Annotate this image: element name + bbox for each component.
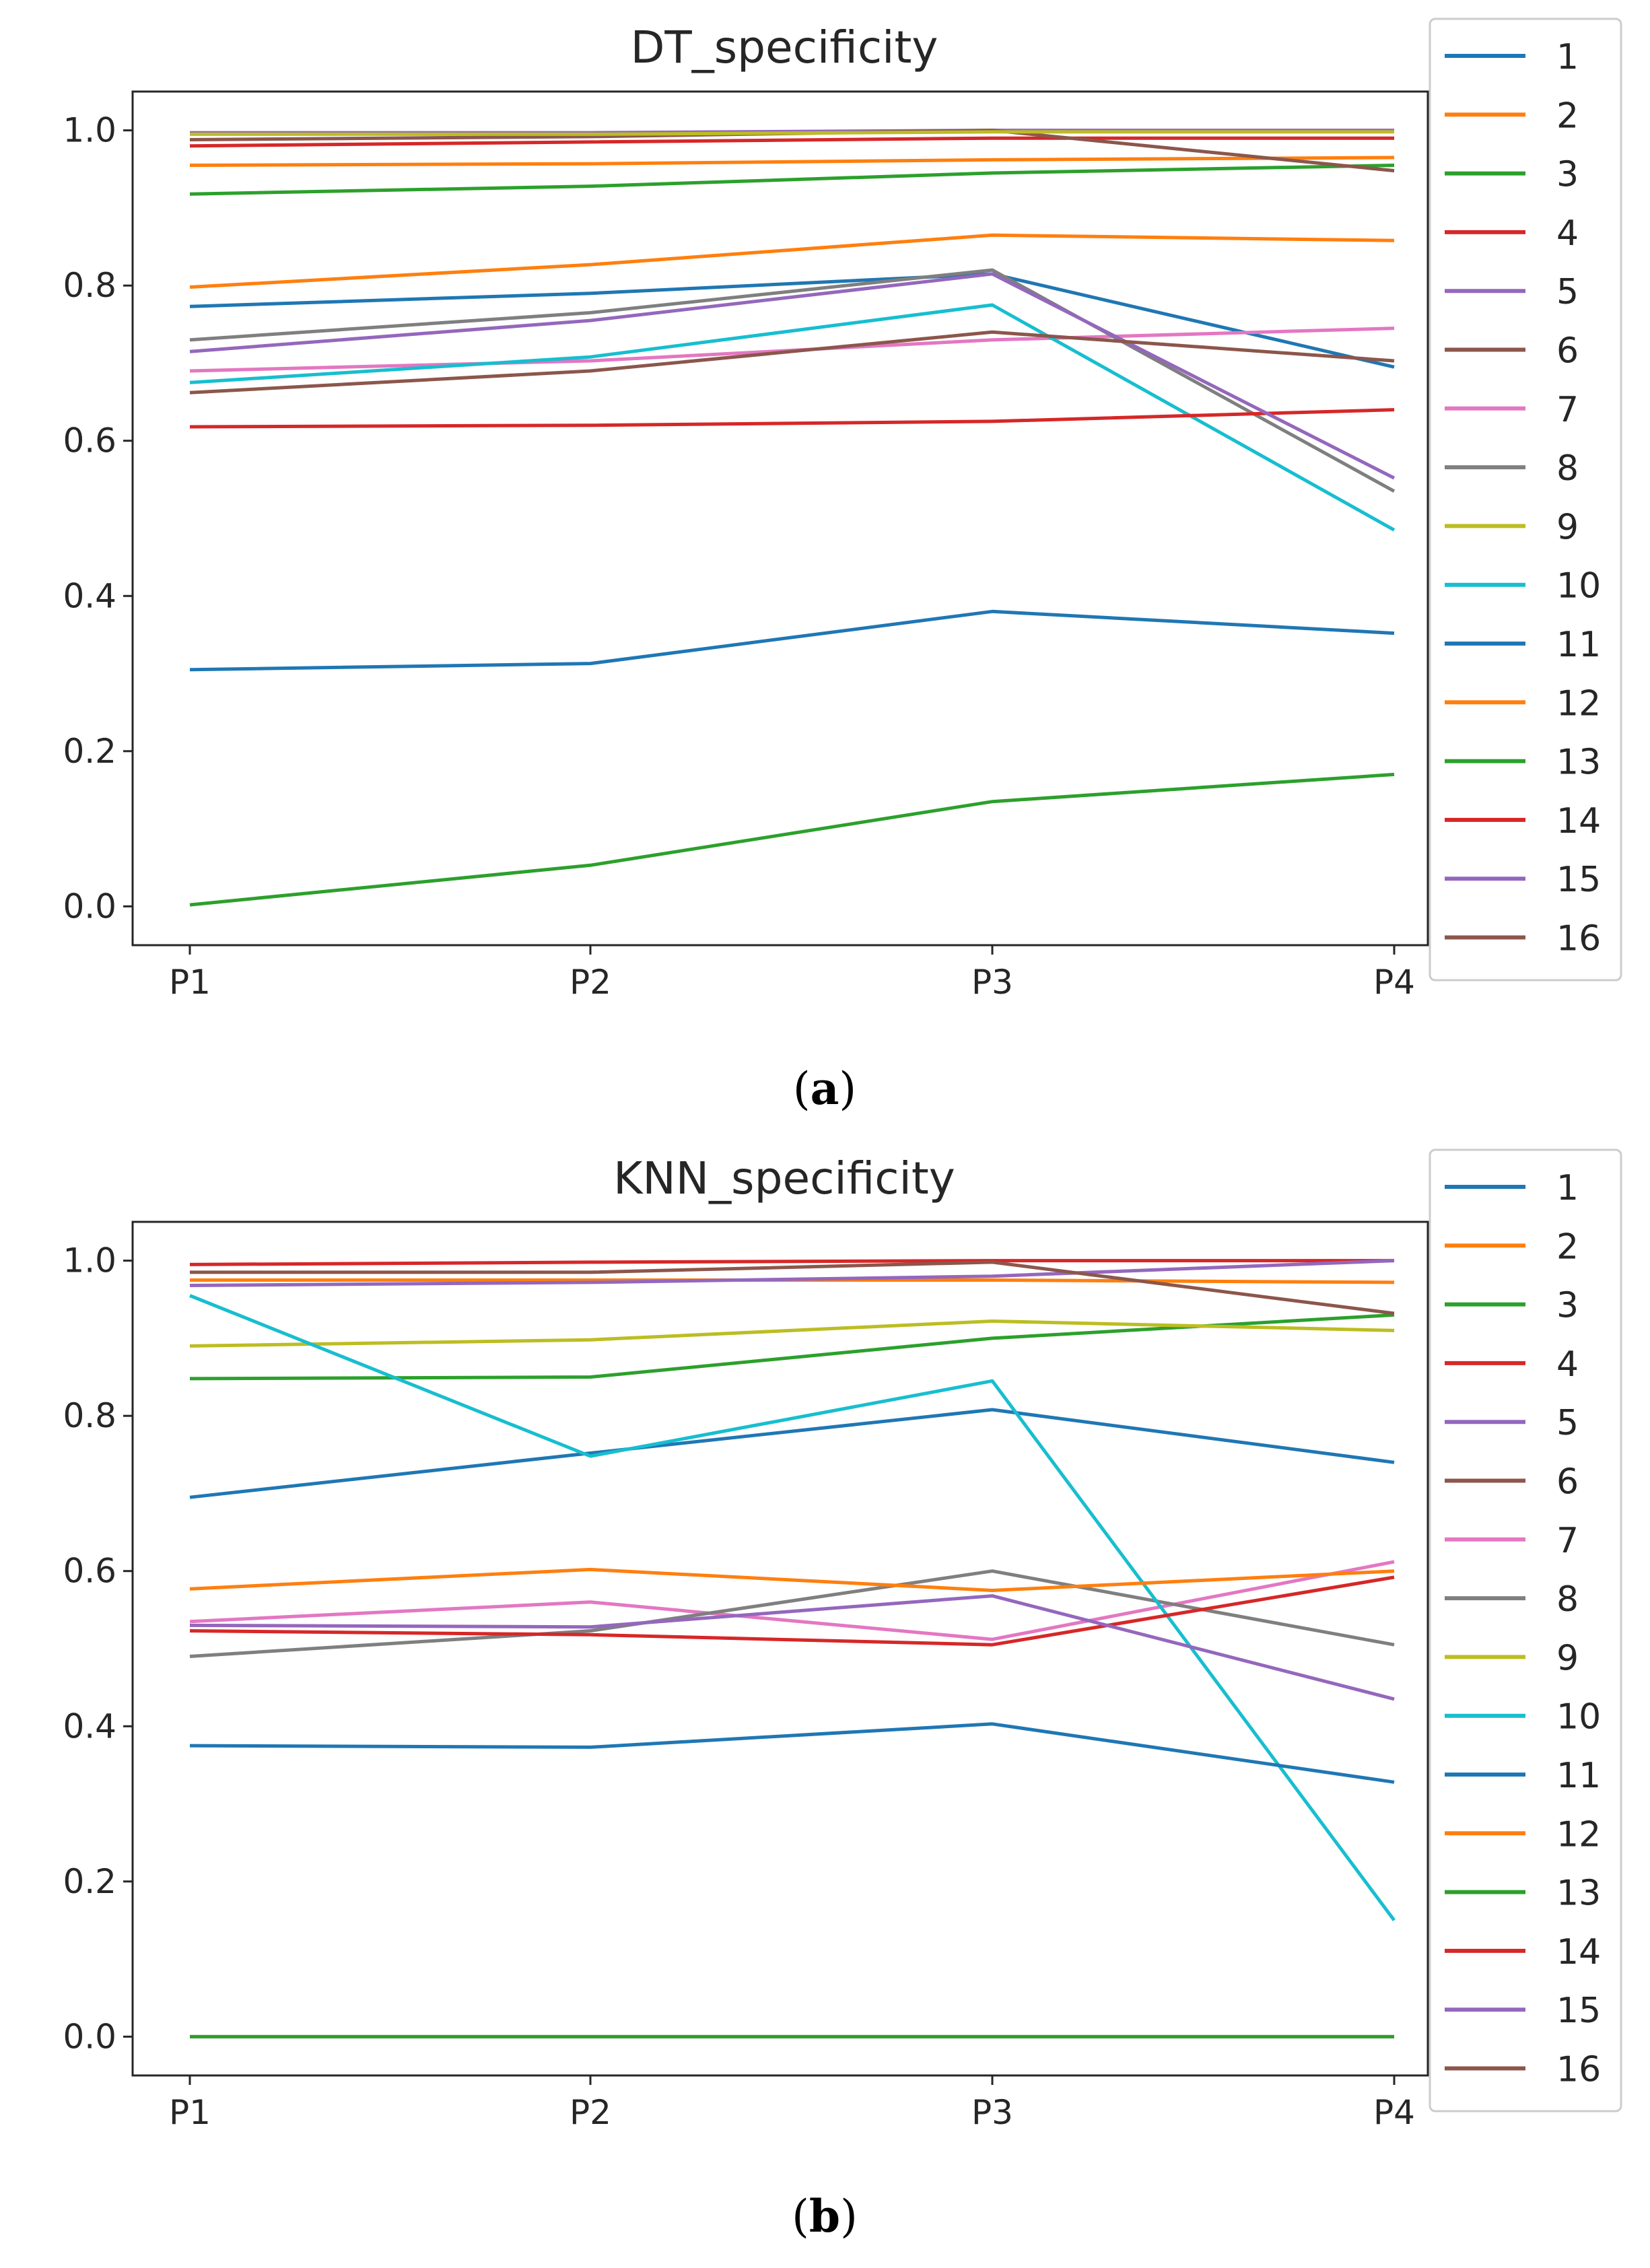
- legend-box: [1429, 1148, 1622, 2112]
- legend-box: [1429, 18, 1622, 982]
- series-line-9: [190, 130, 1394, 136]
- y-tick-label: 0.8: [63, 266, 116, 305]
- series-line-14: [189, 408, 1395, 429]
- series-line-15: [189, 272, 1396, 480]
- legend-label-16: 16: [1556, 919, 1601, 959]
- series-line-4: [189, 136, 1394, 148]
- caption-a: (a): [793, 1062, 856, 1115]
- series-lines: [189, 129, 1396, 907]
- x-tick-label: P3: [971, 963, 1013, 1002]
- series-lines: [189, 1259, 1396, 2038]
- legend-label-11: 11: [1556, 1756, 1601, 1796]
- y-axis: 0.0 0.2 0.4 0.6 0.8 1.0: [63, 1241, 133, 2056]
- legend-label-12: 12: [1556, 1814, 1601, 1855]
- x-tick-label: P1: [169, 963, 211, 1002]
- legend-label-5: 5: [1556, 1403, 1579, 1443]
- legend-label-1: 1: [1556, 1168, 1579, 1208]
- series-line-10: [189, 303, 1396, 532]
- series-line-11: [189, 609, 1395, 672]
- series-line-2: [189, 156, 1395, 167]
- series-line-9: [189, 1319, 1395, 1348]
- x-tick-label: P2: [570, 2093, 611, 2132]
- y-tick-label: 1.0: [63, 1241, 116, 1280]
- y-tick-label: 0.2: [63, 732, 116, 771]
- chart-knn-specificity: KNN_specificity 0.00.20.40.60.81.0 P1 P2 P…: [63, 1148, 1622, 2132]
- x-tick-label: P3: [971, 2093, 1013, 2132]
- series-line-12: [189, 1567, 1395, 1592]
- legend-label-7: 7: [1556, 390, 1579, 430]
- chart-title: DT_specificity: [631, 22, 938, 73]
- legend-label-10: 10: [1556, 566, 1601, 607]
- x-axis: P1 P2 P3 P4: [169, 945, 1415, 1002]
- caption-b: (b): [792, 2190, 858, 2242]
- y-tick-label: 0.4: [63, 576, 116, 615]
- y-tick-label: 0.2: [63, 1862, 116, 1901]
- y-tick-label: 0.0: [63, 887, 116, 926]
- chart-dt-specificity: DT_specificity 0.0 0.2 0.4 0.6 0.8 1.0 P1 P2 P3…: [63, 18, 1622, 1002]
- y-tick-label: 0.4: [63, 1707, 116, 1746]
- plot-frame: [131, 90, 1429, 947]
- legend-label-6: 6: [1556, 331, 1579, 372]
- series-line-13: [189, 772, 1395, 907]
- y-tick-label: 0.0: [63, 2017, 116, 2056]
- legend-label-4: 4: [1556, 213, 1579, 254]
- legend-label-13: 13: [1556, 1874, 1601, 1914]
- series-line-8: [189, 1569, 1395, 1658]
- series-line-15: [189, 1594, 1395, 1701]
- legend-label-9: 9: [1556, 507, 1579, 547]
- legend-label-8: 8: [1556, 1579, 1579, 1620]
- legend-label-1: 1: [1556, 37, 1579, 77]
- legend-label-10: 10: [1556, 1697, 1601, 1738]
- legend-label-6: 6: [1556, 1462, 1579, 1503]
- series-line-16: [189, 330, 1395, 394]
- legend-label-11: 11: [1556, 625, 1601, 665]
- y-tick-label: 0.6: [63, 421, 116, 460]
- series-line-7: [189, 1560, 1395, 1641]
- series-line-8: [189, 268, 1396, 493]
- series-line-4: [189, 1259, 1394, 1266]
- x-tick-label: P1: [169, 2093, 211, 2132]
- legend-label-13: 13: [1556, 743, 1601, 783]
- legend-label-12: 12: [1556, 683, 1601, 724]
- chart-title: KNN_specificity: [613, 1153, 955, 1204]
- y-tick-label: 0.6: [63, 1552, 116, 1591]
- series-line-12: [189, 233, 1395, 289]
- plot-frame: [131, 1221, 1429, 2077]
- series-line-1: [189, 1408, 1395, 1499]
- x-tick-label: P4: [1373, 963, 1415, 1002]
- legend-label-4: 4: [1556, 1344, 1579, 1385]
- x-tick-label: P2: [570, 963, 611, 1002]
- legend-label-7: 7: [1556, 1521, 1579, 1561]
- series-line-14: [189, 1575, 1395, 1647]
- legend-label-5: 5: [1556, 272, 1579, 312]
- x-axis: P1 P2 P3 P4: [169, 2075, 1415, 2132]
- legend-label-16: 16: [1556, 2050, 1601, 2090]
- series-line-11: [189, 1722, 1395, 1784]
- legend-label-2: 2: [1556, 1227, 1579, 1267]
- legend-label-9: 9: [1556, 1638, 1579, 1678]
- x-tick-label: P4: [1373, 2093, 1415, 2132]
- legend-label-2: 2: [1556, 96, 1579, 136]
- y-tick-label: 1.0: [63, 111, 116, 150]
- series-line-16: [190, 1260, 1395, 1315]
- legend-label-14: 14: [1556, 1932, 1601, 1972]
- y-tick-label: 0.8: [63, 1396, 116, 1435]
- series-line-1: [189, 272, 1395, 369]
- legend-label-3: 3: [1556, 155, 1579, 195]
- legend-label-3: 3: [1556, 1286, 1579, 1326]
- series-line-3: [189, 164, 1395, 196]
- legend-label-8: 8: [1556, 448, 1579, 489]
- series-line-5: [189, 1259, 1395, 1287]
- y-axis: 0.0 0.2 0.4 0.6 0.8 1.0: [63, 111, 133, 926]
- legend-label-14: 14: [1556, 801, 1601, 841]
- series-line-10: [189, 1294, 1396, 1921]
- legend-label-15: 15: [1556, 1991, 1601, 2031]
- legend-label-15: 15: [1556, 860, 1601, 900]
